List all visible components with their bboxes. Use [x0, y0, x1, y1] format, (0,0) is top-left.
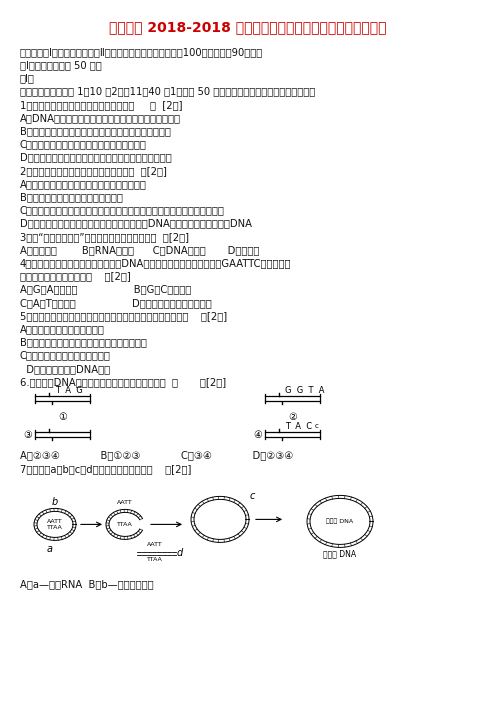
Text: 1．下列有关基因工程的叙述，正确的是（     ）  [2分]: 1．下列有关基因工程的叙述，正确的是（ ） [2分]: [20, 100, 183, 110]
Text: G  G  T  A: G G T A: [285, 385, 324, 395]
Text: ③: ③: [23, 430, 32, 439]
Text: T  A  G: T A G: [55, 385, 83, 395]
Text: 第Ⅰ卷: 第Ⅰ卷: [20, 74, 35, 84]
Text: A．G与A之间的键                  B．G与C之间的键: A．G与A之间的键 B．G与C之间的键: [20, 284, 191, 295]
Text: 2．下列关于基因工程的叙述，正确的是（  ）[2分]: 2．下列关于基因工程的叙述，正确的是（ ）[2分]: [20, 166, 167, 176]
Text: ④: ④: [253, 430, 262, 439]
Text: 重组体 DNA: 重组体 DNA: [326, 519, 354, 524]
Text: C．目的基因与运载体结合的过程发生在细胞外: C．目的基因与运载体结合的过程发生在细胞外: [20, 140, 147, 150]
Text: B．目的基因导入受体细胞后，受体细胞即发生基因突变: B．目的基因导入受体细胞后，受体细胞即发生基因突变: [20, 126, 171, 136]
Text: 5．除下列哪一项外，转基因工程的运载体必须具备的条件是（    ）[2分]: 5．除下列哪一项外，转基因工程的运载体必须具备的条件是（ ）[2分]: [20, 311, 227, 321]
Text: 7．下图中a、b、c、d代表的结构正确的是（    ）[2分]: 7．下图中a、b、c、d代表的结构正确的是（ ）[2分]: [20, 465, 191, 475]
Text: A．基因工程经常以抗菌素抗性基因为目的基因: A．基因工程经常以抗菌素抗性基因为目的基因: [20, 179, 147, 189]
Text: D．常使用的运载体有大肠杆菌、噌菌体和动植物病毒等: D．常使用的运载体有大肠杆菌、噌菌体和动植物病毒等: [20, 152, 172, 163]
Text: T  A  C: T A C: [285, 422, 312, 431]
Text: B．具有多个限制酶切点，以便与外源基因连接: B．具有多个限制酶切点，以便与外源基因连接: [20, 338, 147, 347]
Text: 3．与“限制性内切酶”作用部位完全相同的酶是（  ）[2分]: 3．与“限制性内切酶”作用部位完全相同的酶是（ ）[2分]: [20, 232, 189, 241]
Text: A．能在宿主细胞中复制并保存: A．能在宿主细胞中复制并保存: [20, 324, 105, 334]
Text: 限制酶，打断的化学键是（    ）[2分]: 限制酶，打断的化学键是（ ）[2分]: [20, 272, 131, 282]
Text: TTAA: TTAA: [147, 557, 163, 562]
Text: 一、选择题：（注意 1～10 项2分，11～40 项1分，共 50 分，每小题只有一个选项符合题意。）: 一、选择题：（注意 1～10 项2分，11～40 项1分，共 50 分，每小题只…: [20, 86, 315, 97]
Text: c: c: [250, 491, 255, 501]
Text: AATT: AATT: [147, 543, 163, 548]
Text: C．A与T之间的键                  D．磷酸与脱氧核糖之间的键: C．A与T之间的键 D．磷酸与脱氧核糖之间的键: [20, 298, 212, 307]
Text: C．具有标记基因，便于进行筛选: C．具有标记基因，便于进行筛选: [20, 350, 111, 361]
Text: 4．限制性内切酶的作用实际上就是把DNA上某些化学键切断，一种能对GAATTC专一识别的: 4．限制性内切酶的作用实际上就是把DNA上某些化学键切断，一种能对GAATTC专…: [20, 258, 292, 268]
Text: AATT
TTAA: AATT TTAA: [47, 519, 63, 530]
Text: A．a—质粒RNA  B．b—限制性外切酶: A．a—质粒RNA B．b—限制性外切酶: [20, 579, 154, 590]
Text: AATT: AATT: [117, 501, 133, 505]
Text: d: d: [177, 548, 183, 558]
Text: TTAA: TTAA: [117, 522, 133, 527]
Text: c: c: [315, 423, 319, 429]
Text: D．是环状形态的DNA分子: D．是环状形态的DNA分子: [20, 364, 110, 373]
Text: a: a: [47, 544, 53, 555]
Text: A．②③④             B．①②③             C．③④             D．②③④: A．②③④ B．①②③ C．③④ D．②③④: [20, 450, 293, 461]
Text: ①: ①: [58, 412, 67, 422]
Text: 本试卷分第Ⅰ卷（选择题）和第Ⅱ卷（非选择题）两部分，满分100分，答卷时90分钟，: 本试卷分第Ⅰ卷（选择题）和第Ⅱ卷（非选择题）两部分，满分100分，答卷时90分钟…: [20, 47, 263, 57]
Text: 第Ⅰ卷（选择题，共 50 分）: 第Ⅰ卷（选择题，共 50 分）: [20, 60, 102, 70]
Text: B．细菌质粒是基因工程常用的运载体: B．细菌质粒是基因工程常用的运载体: [20, 192, 123, 202]
Text: ②: ②: [288, 412, 297, 422]
Text: 重组体 DNA: 重组体 DNA: [323, 550, 357, 558]
Text: 马甲中学 2018-2018 学年高二下学期期中考试生物（理）试题: 马甲中学 2018-2018 学年高二下学期期中考试生物（理）试题: [109, 20, 387, 34]
Text: 6.下列四条DNA分子，彼此间具有粘性末端的一组  （       ）[2分]: 6.下列四条DNA分子，彼此间具有粘性末端的一组 （ ）[2分]: [20, 377, 226, 387]
Text: D．通常用一种限制性内切酶处理含目的基因的DNA，用另一种处理运载体DNA: D．通常用一种限制性内切酶处理含目的基因的DNA，用另一种处理运载体DNA: [20, 218, 252, 229]
Text: A．DNA连接酶的作用是将两个黏性末端的碱基连接起来: A．DNA连接酶的作用是将两个黏性末端的碱基连接起来: [20, 113, 181, 123]
Text: C．为育成抗除草剂的作物新品种，导入抗除草剂基因时只能以受精卵为受体: C．为育成抗除草剂的作物新品种，导入抗除草剂基因时只能以受精卵为受体: [20, 206, 225, 216]
Text: A．反转录酶        B．RNA聚合酶      C．DNA连接酶       D．解旋酶: A．反转录酶 B．RNA聚合酶 C．DNA连接酶 D．解旋酶: [20, 245, 259, 255]
Text: b: b: [52, 498, 58, 508]
